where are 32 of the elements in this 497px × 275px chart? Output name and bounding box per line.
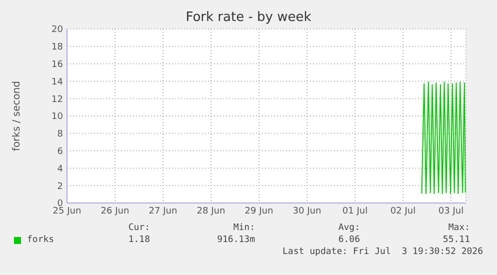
text: 1.18	[128, 235, 150, 245]
y-tick-label: 12	[52, 94, 63, 105]
text: Min:	[233, 223, 255, 233]
x-tick-label: 25 Jun	[52, 206, 82, 216]
text: Avg:	[338, 223, 360, 233]
legend-label: forks	[27, 235, 54, 245]
text: 916.13m	[217, 235, 255, 245]
x-tick-label: 29 Jun	[244, 206, 274, 216]
y-tick-label: 18	[52, 42, 64, 53]
y-tick-label: 16	[52, 60, 64, 70]
text: Max:	[448, 223, 470, 233]
line-series	[421, 82, 466, 194]
text: Cur:	[128, 223, 150, 233]
x-tick-label: 30 Jun	[292, 206, 322, 216]
y-tick-label: 20	[52, 25, 64, 36]
x-tick-label: 28 Jun	[196, 206, 226, 216]
text: Last update: Fri Jul 3 19:30:52 2026	[282, 247, 483, 257]
y-axis-title: forks / second	[12, 80, 23, 152]
y-tick-label: 10	[52, 112, 64, 122]
x-tick-label: 01 Jul	[342, 206, 368, 216]
y-tick-label: 6	[57, 146, 64, 157]
x-tick-label: 03 Jul	[438, 206, 464, 216]
text: 55.11	[442, 235, 470, 245]
x-tick-label: 26 Jun	[100, 206, 130, 216]
x-tick-label: 02 Jul	[390, 206, 416, 216]
y-tick-label: 2	[57, 182, 63, 192]
chart-title: Fork rate - by week	[184, 10, 312, 25]
y-tick-label: 14	[52, 77, 64, 88]
x-tick-label: 27 Jun	[148, 206, 178, 216]
y-tick-label: 4	[57, 164, 64, 174]
text: 6.06	[338, 235, 360, 245]
y-tick-label: 8	[57, 130, 64, 140]
